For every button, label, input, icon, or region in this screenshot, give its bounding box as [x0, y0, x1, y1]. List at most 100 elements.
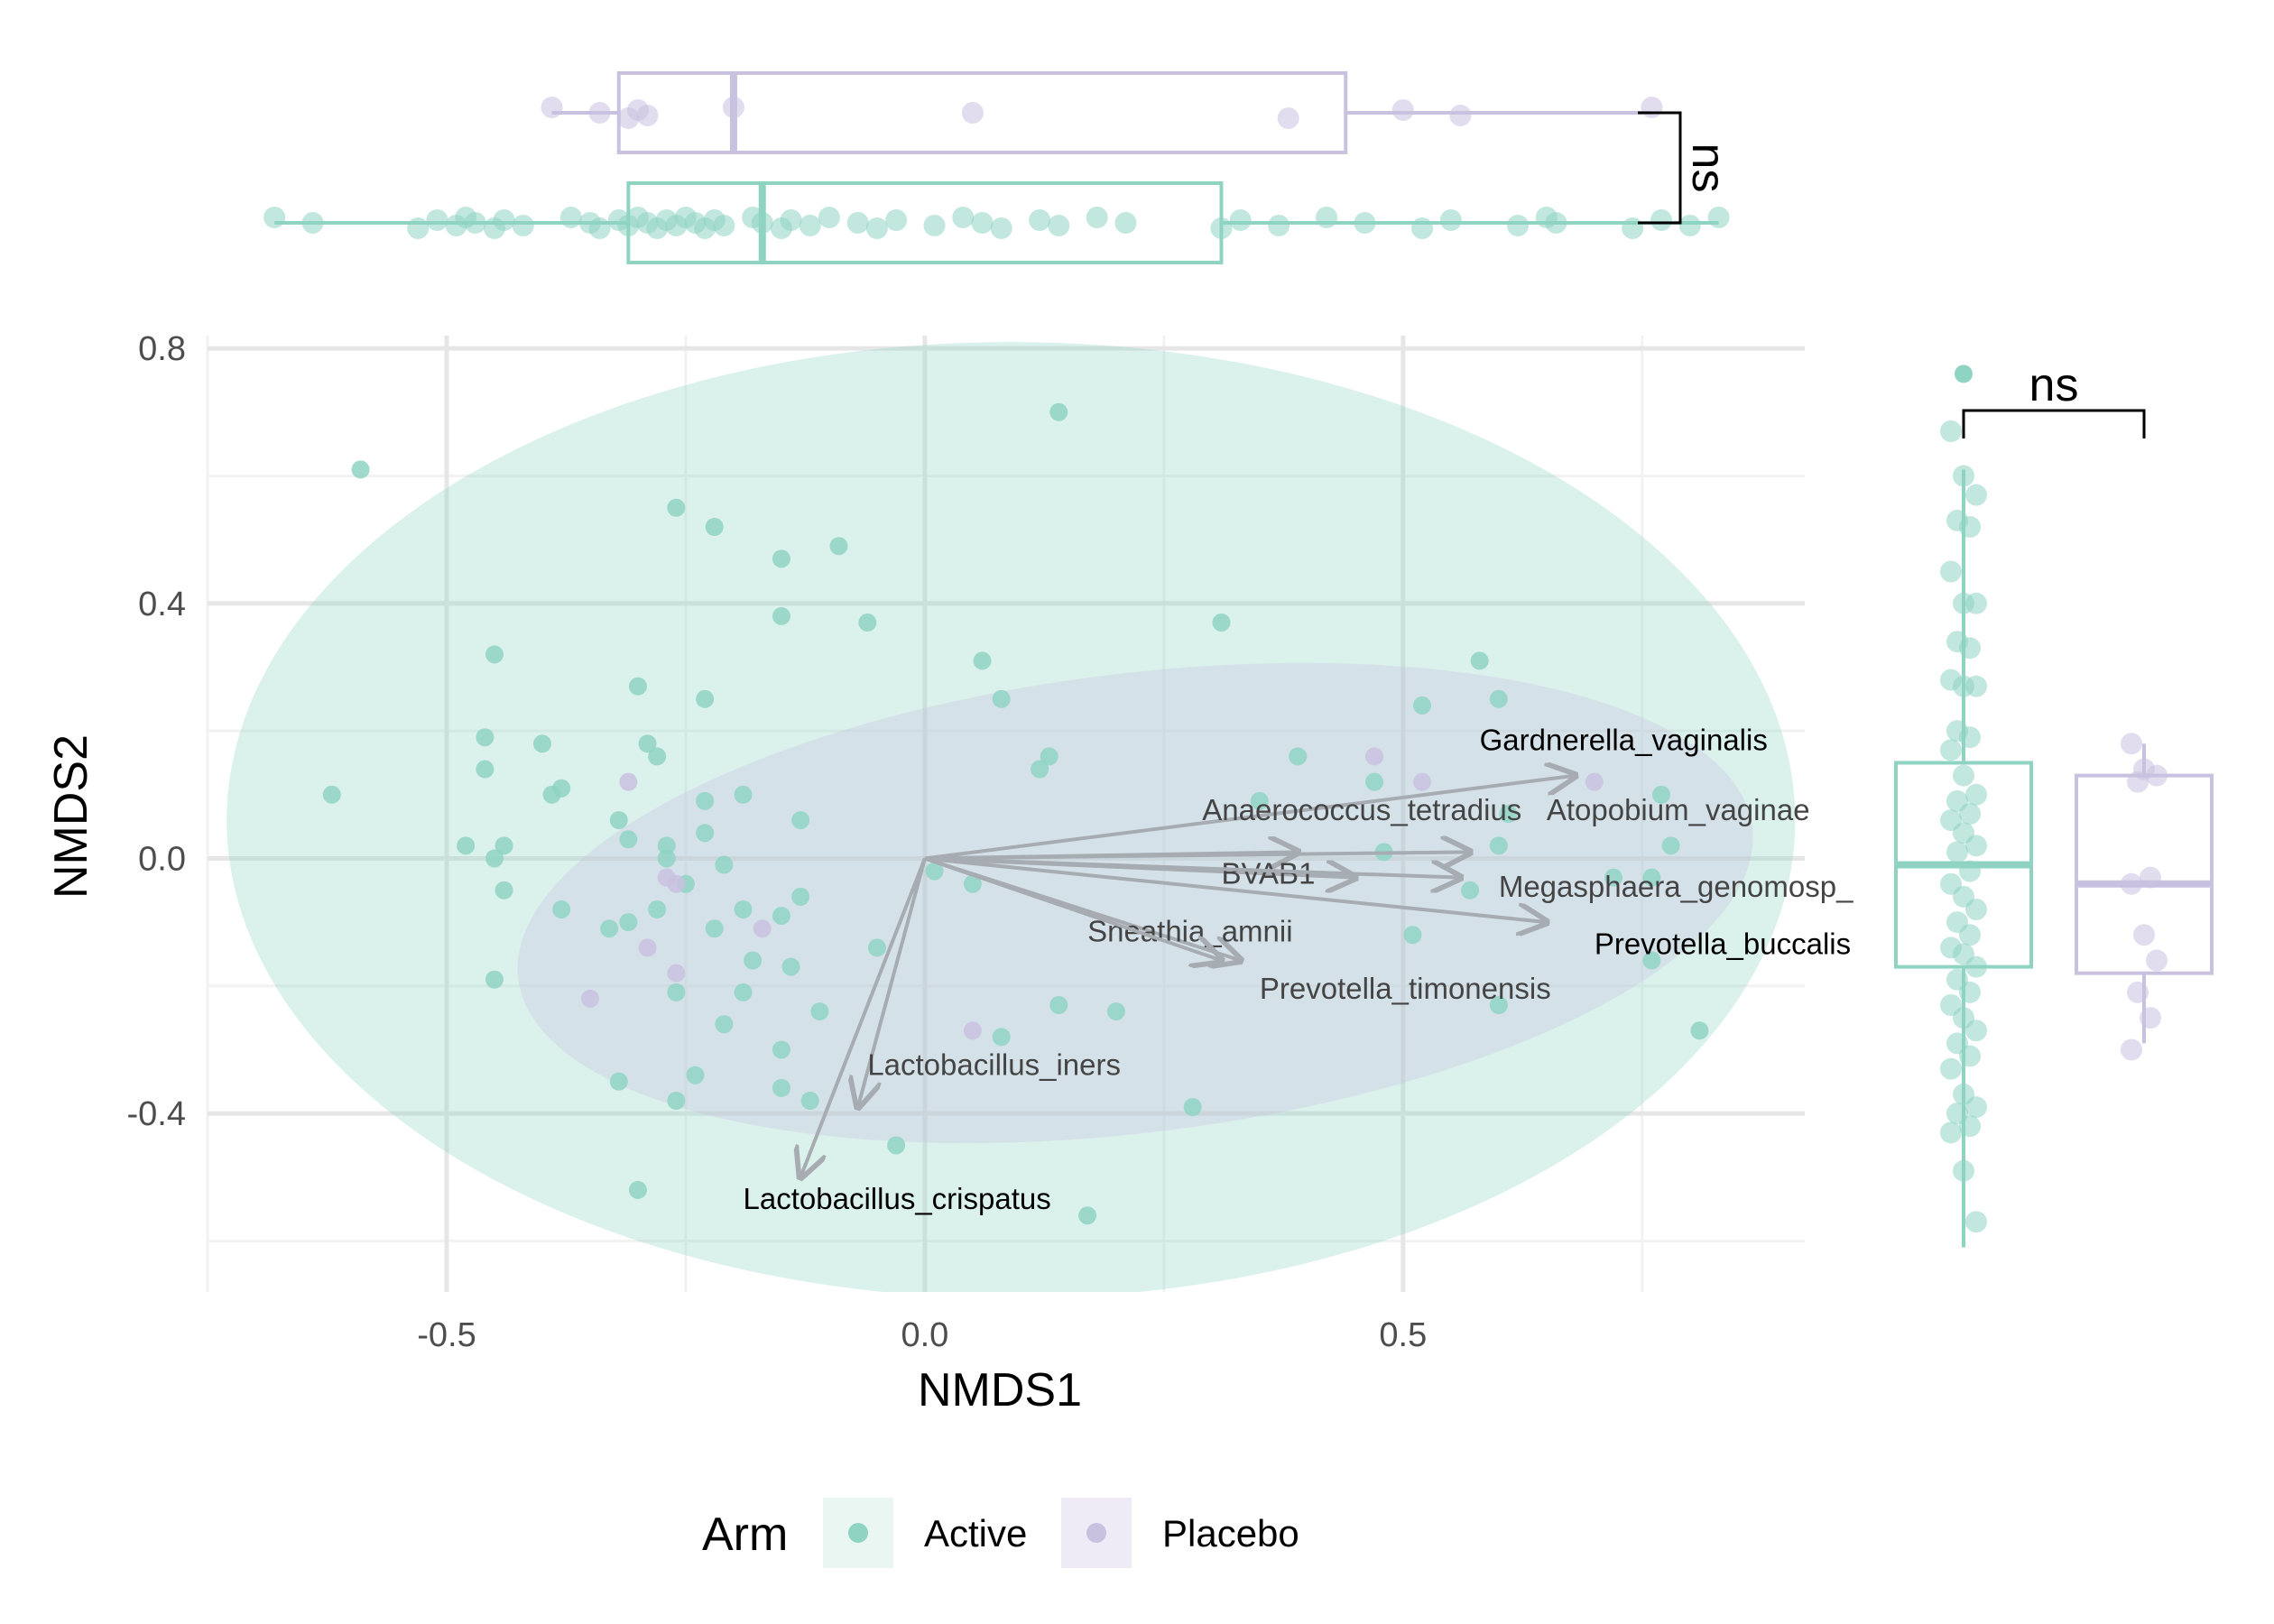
point-active — [715, 1015, 734, 1034]
point-active — [772, 1040, 790, 1059]
jitter-point-x-active — [990, 217, 1012, 239]
jitter-point-y-active — [1965, 955, 1987, 978]
point-active — [772, 1078, 790, 1097]
jitter-point-x-active — [1622, 217, 1644, 239]
point-active — [648, 900, 667, 918]
species-arrows: Gardnerella_vaginalis Anaerococcus_tetrad… — [744, 723, 1854, 1215]
point-active — [619, 830, 638, 849]
jitter-point-y-placebo — [2127, 770, 2149, 793]
axis-ticks: -0.5 0.0 0.5 0.8 0.4 0.0 -0.4 — [127, 330, 1428, 1354]
point-placebo — [1585, 772, 1604, 791]
point-placebo — [619, 772, 638, 791]
jitter-point-y-active — [1959, 924, 1981, 946]
jitter-point-x-active — [1411, 217, 1434, 239]
jitter-point-x-active — [1545, 212, 1567, 234]
point-active — [1489, 689, 1508, 708]
jitter-point-y-active — [1940, 739, 1962, 761]
point-placebo — [963, 1021, 982, 1040]
point-active — [992, 689, 1011, 708]
arrow-label-prevotella-timonensis: Prevotella_timonensis — [1260, 972, 1551, 1005]
jitter-point-x-active — [263, 207, 286, 228]
point-active — [800, 1092, 819, 1110]
point-active — [791, 811, 810, 830]
point-active — [485, 970, 504, 989]
x-axis-title: NMDS1 — [918, 1364, 1082, 1416]
point-active — [532, 734, 551, 753]
legend-swatch-active — [848, 1523, 868, 1543]
legend: Arm Active Placebo — [702, 1498, 1299, 1568]
point-active — [1049, 996, 1068, 1014]
jitter-point-x-placebo — [1449, 105, 1472, 126]
point-active — [628, 677, 647, 696]
jitter-point-x-placebo — [541, 97, 563, 118]
jitter-point-x-active — [588, 217, 611, 239]
point-active — [1403, 926, 1422, 945]
point-active — [1183, 1098, 1202, 1117]
x-tick-label: 0.0 — [901, 1316, 948, 1354]
significance-bracket-x — [1638, 111, 1682, 225]
point-active — [485, 849, 504, 868]
point-active — [667, 1092, 686, 1110]
point-active — [1489, 996, 1508, 1014]
jitter-point-x-active — [1268, 215, 1290, 236]
point-active — [858, 614, 877, 632]
point-active — [992, 1028, 1011, 1047]
point-active — [734, 785, 753, 804]
point-active — [715, 855, 734, 874]
jitter-point-y-placebo — [2133, 924, 2155, 946]
jitter-point-x-placebo — [1391, 99, 1414, 121]
point-active — [495, 881, 513, 900]
jitter-point-x-active — [1507, 215, 1530, 236]
jitter-point-y-active — [1959, 1045, 1981, 1067]
point-active — [744, 951, 763, 970]
point-active — [734, 900, 753, 918]
point-active — [1365, 772, 1384, 791]
arrow-label-prevotella-buccalis: Prevotella_buccalis — [1595, 927, 1851, 960]
jitter-point-y-placebo — [2146, 764, 2168, 787]
arrow-megasphaera-genomosp- — [924, 856, 1461, 877]
jitter-point-y-placebo — [2140, 866, 2161, 889]
arrow-label-sneathia-amnii: Sneathia_amnii — [1087, 914, 1293, 947]
jitter-point-x-active — [751, 212, 773, 234]
jitter-point-y-active — [1959, 981, 1981, 1003]
jitter-point-x-active — [512, 215, 534, 236]
outlier-y-active — [1955, 364, 1973, 383]
point-active — [1289, 747, 1308, 766]
significance-bracket-y — [1962, 409, 2146, 438]
y-tick-label: 0.4 — [138, 586, 186, 623]
jitter-point-x-placebo — [588, 102, 611, 124]
point-placebo — [580, 989, 599, 1008]
point-active — [686, 1066, 705, 1084]
point-active — [1078, 1206, 1097, 1225]
jitter-point-x-active — [1707, 207, 1730, 228]
jitter-point-x-placebo — [1641, 97, 1663, 118]
jitter-point-x-active — [971, 212, 994, 234]
jitter-point-y-active — [1965, 899, 1987, 920]
jitter-point-y-active — [1940, 420, 1962, 442]
jitter-point-x-active — [1210, 217, 1233, 239]
jitter-point-y-active — [1940, 1121, 1962, 1144]
jitter-point-x-active — [1678, 215, 1701, 236]
point-active — [772, 549, 790, 568]
point-active — [657, 836, 676, 855]
ellipse-placebo — [517, 662, 1753, 1144]
point-placebo — [667, 964, 686, 983]
point-active — [609, 1072, 628, 1091]
jitter-point-y-active — [1965, 783, 1987, 806]
point-active — [696, 791, 715, 810]
jitter-point-y-active — [1959, 1115, 1981, 1138]
point-active — [772, 907, 790, 926]
point-active — [696, 689, 715, 708]
legend-label-placebo: Placebo — [1162, 1512, 1299, 1555]
y-axis-title: NMDS2 — [45, 734, 97, 899]
jitter-point-x-active — [1048, 215, 1070, 236]
point-active — [1642, 868, 1661, 887]
point-active — [1413, 696, 1432, 715]
arrow-prevotella-buccalis — [924, 856, 1547, 922]
significance-label-y: ns — [2029, 359, 2079, 411]
jitter-point-y-active — [1959, 726, 1981, 749]
jitter-point-x-active — [464, 212, 486, 234]
y-tick-label: -0.4 — [127, 1095, 186, 1133]
point-active — [810, 1002, 829, 1021]
